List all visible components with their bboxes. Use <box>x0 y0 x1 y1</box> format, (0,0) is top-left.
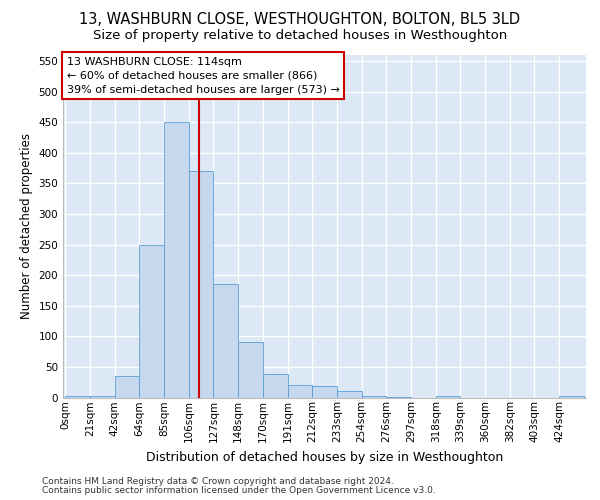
Bar <box>337 392 362 398</box>
Bar <box>65 396 90 398</box>
Bar <box>436 396 460 398</box>
Bar <box>559 396 584 398</box>
Bar <box>139 244 164 398</box>
Bar <box>312 386 337 398</box>
Bar <box>189 171 214 398</box>
Text: Contains HM Land Registry data © Crown copyright and database right 2024.: Contains HM Land Registry data © Crown c… <box>42 477 394 486</box>
Bar <box>164 122 189 398</box>
Text: 13, WASHBURN CLOSE, WESTHOUGHTON, BOLTON, BL5 3LD: 13, WASHBURN CLOSE, WESTHOUGHTON, BOLTON… <box>79 12 521 27</box>
Text: Size of property relative to detached houses in Westhoughton: Size of property relative to detached ho… <box>93 29 507 42</box>
Text: Contains public sector information licensed under the Open Government Licence v3: Contains public sector information licen… <box>42 486 436 495</box>
Bar <box>362 396 386 398</box>
Bar <box>214 284 238 398</box>
Bar <box>287 386 312 398</box>
Text: 13 WASHBURN CLOSE: 114sqm
← 60% of detached houses are smaller (866)
39% of semi: 13 WASHBURN CLOSE: 114sqm ← 60% of detac… <box>67 57 340 95</box>
Bar <box>115 376 139 398</box>
Bar <box>238 342 263 398</box>
X-axis label: Distribution of detached houses by size in Westhoughton: Distribution of detached houses by size … <box>146 450 503 464</box>
Bar <box>386 397 411 398</box>
Bar <box>263 374 287 398</box>
Y-axis label: Number of detached properties: Number of detached properties <box>20 133 33 320</box>
Bar <box>90 396 115 398</box>
